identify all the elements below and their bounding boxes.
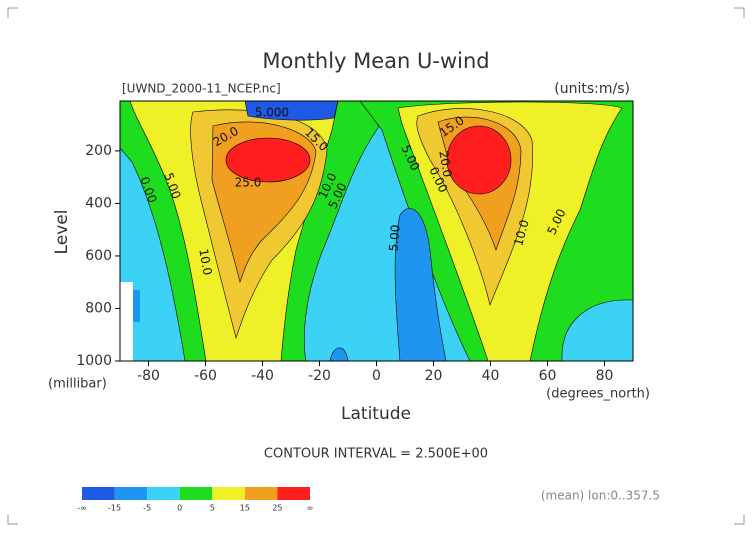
y-tick-label: 600 [85,248,112,264]
colorbar-label: 25 [272,504,282,513]
colorbar-label: 15 [240,504,250,513]
contour-fill [394,208,447,361]
x-axis-unit: (degrees_north) [546,387,650,402]
colorbar-label: -∞ [77,504,87,513]
x-tick-label: -60 [194,368,217,384]
colorbar-label: 5 [210,504,215,513]
contour-fill [244,101,339,121]
colorbar-box [277,487,310,500]
contour-interval: CONTOUR INTERVAL = 2.500E+00 [264,447,488,462]
y-tick-label: 400 [85,195,112,211]
x-tick-label: 40 [482,368,500,384]
contour-label: 5.00 [386,224,402,252]
x-tick-label: 60 [539,368,557,384]
colorbar-label: -15 [108,504,121,513]
contour-label: 5.000 [255,106,289,120]
units: (units:m/s) [554,81,630,97]
contour-label: 20.0 [436,150,454,179]
colorbar-box [244,487,278,500]
y-tick-label: 200 [85,143,112,159]
y-axis-label: Level [52,210,72,255]
contour-field [120,101,633,361]
colorbar-box [82,487,115,500]
x-tick-label: -20 [308,368,331,384]
contour-fill [133,290,140,322]
contour-fill [225,137,311,183]
colorbar-label: -5 [143,504,151,513]
x-tick-label: 0 [372,368,381,384]
colorbar-box [114,487,148,500]
colorbar-box [179,487,213,500]
contour-fill [446,125,512,195]
x-tick-label: -80 [137,368,160,384]
subtitle: [UWND_2000-11_NCEP.nc] [122,82,281,96]
x-tick-label: 20 [425,368,443,384]
colorbar-box [147,487,180,500]
footnote: (mean) lon:0..357.5 [541,489,660,503]
contour-label: 10.0 [196,248,214,277]
x-tick-label: 80 [596,368,614,384]
contour-label: 10.0 [511,218,531,247]
corner-marks [7,7,745,525]
x-tick-label: -40 [251,368,274,384]
y-tick-label: 800 [85,300,112,316]
chart-title: Monthly Mean U-wind [262,49,489,73]
contour-label: 25.0 [235,176,262,190]
colorbar-box [212,487,245,500]
missing-data [120,282,133,361]
colorbar-label: 0 [177,504,182,513]
colorbar-label: ∞ [307,504,314,513]
y-tick-label: 1000 [76,353,112,369]
y-axis-unit: (millibar) [48,377,107,392]
x-axis-label: Latitude [341,404,411,424]
